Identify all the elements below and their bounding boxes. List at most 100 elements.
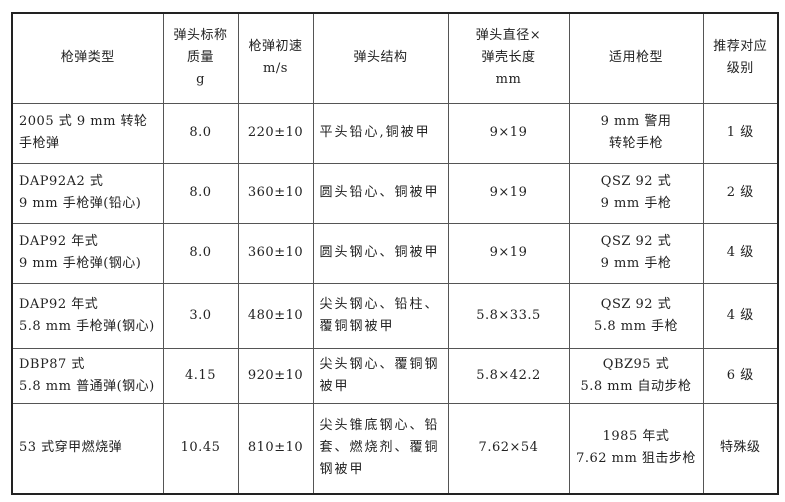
table-row: DAP92 年式 5.8 mm 手枪弹(钢心) 3.0 480±10 尖头钢心、铅柱、覆… bbox=[11, 282, 779, 349]
cell-mass: 8.0 bbox=[162, 102, 239, 164]
cell-mass: 4.15 bbox=[162, 347, 239, 404]
header-text: m/s bbox=[263, 61, 288, 77]
cell-text: QSZ 92 式 bbox=[600, 234, 672, 249]
header-gun: 适用枪型 bbox=[568, 12, 704, 104]
cell-text: DAP92 年式 bbox=[19, 296, 99, 312]
cell-size: 5.8×33.5 bbox=[447, 282, 570, 349]
cell-type: DAP92 年式 5.8 mm 手枪弹(钢心) bbox=[11, 282, 164, 349]
header-text: 推荐对应 bbox=[713, 39, 768, 55]
cell-level: 特殊级 bbox=[702, 402, 779, 495]
header-size: 弹头直径× 弹壳长度 mm bbox=[447, 12, 570, 104]
cell-structure: 圆头钢心、铜被甲 bbox=[312, 222, 449, 284]
header-row: 枪弹类型 弹头标称质量 g 枪弹初速 m/s 弹头结构 弹头直径× 弹壳长度 mm 适用枪型 推荐对… bbox=[11, 12, 779, 104]
cell-mass: 3.0 bbox=[162, 282, 239, 349]
cell-velocity: 480±10 bbox=[237, 282, 314, 349]
cell-velocity: 810±10 bbox=[237, 402, 314, 495]
cell-level: 1 级 bbox=[702, 102, 779, 164]
cell-text: 9 mm 手枪弹(铅心) bbox=[19, 196, 142, 211]
cell-velocity: 220±10 bbox=[237, 102, 314, 164]
cell-text: 7.62 mm 狙击步枪 bbox=[576, 451, 696, 467]
cell-mass: 8.0 bbox=[162, 222, 239, 284]
cell-structure: 圆头铅心、铜被甲 bbox=[312, 162, 449, 224]
cell-text: 平头铅心,铜被甲 bbox=[319, 125, 431, 140]
cell-text: 被甲 bbox=[319, 378, 350, 394]
cell-text: DAP92A2 式 bbox=[19, 174, 104, 189]
header-mass: 弹头标称质量 g bbox=[162, 12, 239, 104]
cell-size: 9×19 bbox=[447, 222, 570, 284]
header-text: mm bbox=[495, 72, 522, 88]
cell-text: 2005 式 9 mm 转轮 bbox=[19, 114, 148, 129]
cell-type: DAP92A2 式 9 mm 手枪弹(铅心) bbox=[11, 162, 164, 224]
cell-text: QSZ 92 式 bbox=[600, 296, 672, 312]
cell-type: DAP92 年式 9 mm 手枪弹(钢心) bbox=[11, 222, 164, 284]
cell-size: 5.8×42.2 bbox=[447, 347, 570, 404]
cell-text: 53 式穿甲燃烧弹 bbox=[19, 440, 123, 456]
cell-text: 钢被甲 bbox=[319, 462, 365, 478]
header-text: 弹头直径× bbox=[475, 28, 542, 44]
cell-text: 手枪弹 bbox=[19, 136, 60, 151]
ammunition-table: 枪弹类型 弹头标称质量 g 枪弹初速 m/s 弹头结构 弹头直径× 弹壳长度 mm 适用枪型 推荐对… bbox=[11, 12, 779, 495]
cell-gun: QBZ95 式 5.8 mm 自动步枪 bbox=[568, 347, 704, 404]
header-text: 弹壳长度 bbox=[481, 50, 536, 66]
cell-velocity: 920±10 bbox=[237, 347, 314, 404]
table-row: DBP87 式 5.8 mm 普通弹(钢心) 4.15 920±10 尖头钢心、覆铜钢被… bbox=[11, 347, 779, 404]
table-row: 2005 式 9 mm 转轮 手枪弹 8.0 220±10 平头铅心,铜被甲 9×19 9 … bbox=[11, 102, 779, 164]
cell-gun: QSZ 92 式 9 mm 手枪 bbox=[568, 222, 704, 284]
cell-text: 5.8 mm 手枪 bbox=[593, 318, 679, 334]
cell-text: DBP87 式 bbox=[19, 356, 85, 372]
cell-text: 覆铜钢被甲 bbox=[319, 318, 395, 334]
cell-type: 2005 式 9 mm 转轮 手枪弹 bbox=[11, 102, 164, 164]
cell-text: 尖头钢心、铅柱、 bbox=[319, 296, 440, 312]
cell-text: QBZ95 式 bbox=[602, 356, 670, 372]
cell-text: 9 mm 手枪 bbox=[600, 196, 672, 211]
cell-text: 9 mm 手枪弹(钢心) bbox=[19, 256, 142, 271]
cell-gun: 1985 年式 7.62 mm 狙击步枪 bbox=[568, 402, 704, 495]
cell-gun: QSZ 92 式 9 mm 手枪 bbox=[568, 162, 704, 224]
cell-level: 2 级 bbox=[702, 162, 779, 224]
cell-text: 5.8 mm 自动步枪 bbox=[580, 378, 692, 394]
cell-text: 圆头铅心、铜被甲 bbox=[319, 185, 440, 200]
header-text: 枪弹类型 bbox=[60, 50, 115, 66]
cell-level: 6 级 bbox=[702, 347, 779, 404]
cell-structure: 尖头锥底钢心、铅 套、燃烧剂、覆铜 钢被甲 bbox=[312, 402, 449, 495]
cell-text: 5.8 mm 普通弹(钢心) bbox=[19, 378, 155, 394]
header-structure: 弹头结构 bbox=[312, 12, 449, 104]
cell-level: 4 级 bbox=[702, 222, 779, 284]
cell-text: 9 mm 警用 bbox=[600, 114, 672, 129]
table-row: 53 式穿甲燃烧弹 10.45 810±10 尖头锥底钢心、铅 套、燃烧剂、覆铜 钢被甲 7… bbox=[11, 402, 779, 495]
cell-velocity: 360±10 bbox=[237, 162, 314, 224]
cell-text: 尖头锥底钢心、铅 bbox=[319, 418, 440, 434]
table-row: DAP92A2 式 9 mm 手枪弹(铅心) 8.0 360±10 圆头铅心、铜被甲 9×… bbox=[11, 162, 779, 224]
cell-text: 5.8 mm 手枪弹(钢心) bbox=[19, 318, 155, 334]
cell-structure: 尖头钢心、铅柱、 覆铜钢被甲 bbox=[312, 282, 449, 349]
cell-size: 9×19 bbox=[447, 162, 570, 224]
cell-velocity: 360±10 bbox=[237, 222, 314, 284]
cell-gun: QSZ 92 式 5.8 mm 手枪 bbox=[568, 282, 704, 349]
header-text: 质量 bbox=[186, 50, 214, 66]
table-row: DAP92 年式 9 mm 手枪弹(钢心) 8.0 360±10 圆头钢心、铜被甲 9×1… bbox=[11, 222, 779, 284]
cell-text: 9 mm 手枪 bbox=[600, 256, 672, 271]
header-text: g bbox=[196, 72, 205, 88]
header-level: 推荐对应 级别 bbox=[702, 12, 779, 104]
cell-text: 圆头钢心、铜被甲 bbox=[319, 245, 440, 260]
cell-mass: 10.45 bbox=[162, 402, 239, 495]
cell-text: QSZ 92 式 bbox=[600, 174, 672, 189]
header-text: 弹头标称 bbox=[173, 28, 228, 44]
cell-text: DAP92 年式 bbox=[19, 234, 99, 249]
cell-text: 尖头钢心、覆铜钢 bbox=[319, 356, 440, 372]
cell-text: 1985 年式 bbox=[602, 429, 670, 445]
cell-structure: 平头铅心,铜被甲 bbox=[312, 102, 449, 164]
cell-gun: 9 mm 警用 转轮手枪 bbox=[568, 102, 704, 164]
cell-type: DBP87 式 5.8 mm 普通弹(钢心) bbox=[11, 347, 164, 404]
header-text: 弹头结构 bbox=[353, 50, 408, 66]
header-velocity: 枪弹初速 m/s bbox=[237, 12, 314, 104]
header-text: 枪弹初速 bbox=[248, 39, 303, 55]
header-text: 级别 bbox=[726, 61, 754, 77]
cell-type: 53 式穿甲燃烧弹 bbox=[11, 402, 164, 495]
header-text: 适用枪型 bbox=[608, 50, 663, 66]
cell-text: 转轮手枪 bbox=[608, 136, 663, 151]
cell-mass: 8.0 bbox=[162, 162, 239, 224]
cell-structure: 尖头钢心、覆铜钢 被甲 bbox=[312, 347, 449, 404]
cell-size: 7.62×54 bbox=[447, 402, 570, 495]
cell-text: 套、燃烧剂、覆铜 bbox=[319, 440, 440, 456]
